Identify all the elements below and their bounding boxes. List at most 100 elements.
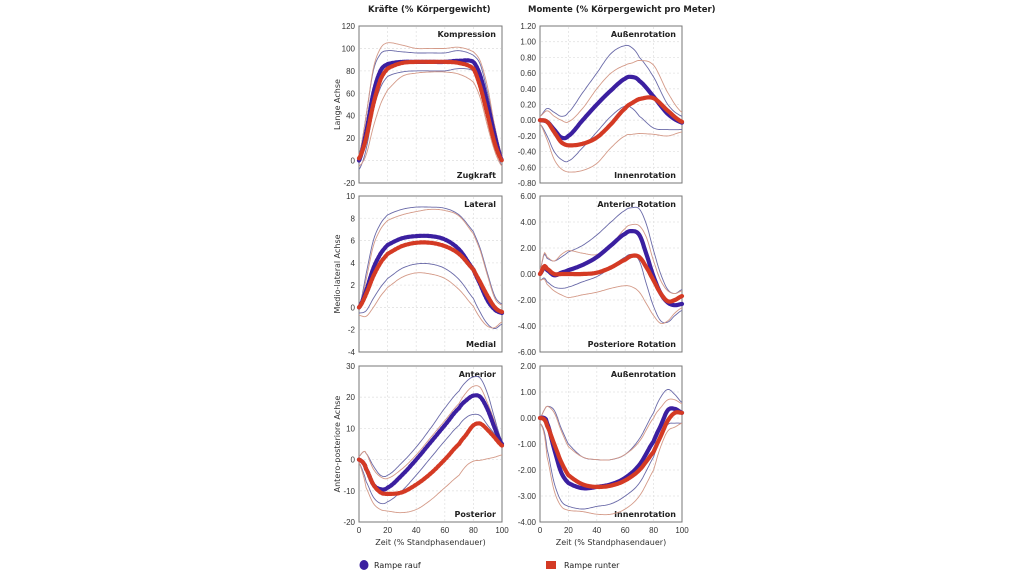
- series-upper-rampe-runter: [358, 385, 503, 480]
- y-tick-label: -10: [343, 487, 355, 496]
- y-tick-label: 4: [351, 259, 356, 268]
- series-upper-rampe-runter: [358, 208, 503, 308]
- y-tick-label: 60: [346, 89, 355, 98]
- top-annotation: Anterior: [459, 370, 496, 379]
- bottom-annotation: Zugkraft: [457, 171, 496, 180]
- x-tick-label: 60: [440, 526, 449, 535]
- x-tick-label: 80: [649, 526, 658, 535]
- bottom-annotation: Innenrotation: [614, 171, 676, 180]
- series-mean-rampe-runter: [356, 240, 505, 314]
- x-tick-label: 40: [412, 526, 421, 535]
- y-tick-label: -0.80: [518, 179, 537, 188]
- y-tick-label: 10: [346, 424, 355, 433]
- bottom-annotation: Posteriore Rotation: [588, 340, 677, 349]
- y-tick-label: 4.00: [520, 218, 536, 227]
- y-tick-label: -4.00: [518, 322, 537, 331]
- series-mean-rampe-runter: [356, 59, 505, 163]
- y-tick-label: -1.00: [518, 440, 537, 449]
- series-mean-rampe-runter: [537, 95, 685, 148]
- y-tick-label: 1.00: [520, 38, 536, 47]
- y-tick-label: -20: [343, 179, 355, 188]
- series-lower-rampe-rauf: [539, 105, 682, 163]
- series-lower-rampe-runter: [539, 278, 683, 325]
- x-tick-label: 20: [383, 526, 392, 535]
- panel-moment-ml: -6.00 -4.00 -2.00 0.00 2.00 4.00 6.00 Anterior …: [518, 192, 685, 357]
- panel-force-long: -20 0 20 40 60 80 100 120 Lange Achse Kompression…: [333, 22, 505, 188]
- y-tick-label: -2.00: [518, 296, 537, 305]
- y-tick-label: 2.00: [520, 244, 536, 253]
- series-upper-rampe-rauf: [539, 206, 683, 294]
- col-title-right: Momente (% Körpergewicht pro Meter): [528, 5, 716, 15]
- series-mean-rampe-runter: [356, 421, 505, 496]
- top-annotation: Außenrotation: [611, 370, 676, 379]
- y-tick-label: 8: [351, 214, 356, 223]
- y-tick-label: 0.20: [520, 101, 536, 110]
- bottom-annotation: Medial: [466, 340, 496, 349]
- y-tick-label: 30: [346, 362, 355, 371]
- series-lower-rampe-runter: [539, 123, 683, 173]
- y-tick-label: 80: [346, 67, 355, 76]
- y-tick-label: 120: [342, 22, 356, 31]
- y-tick-label: -2.00: [518, 466, 537, 475]
- top-annotation: Lateral: [464, 200, 496, 209]
- legend-label-rampe-runter: Rampe runter: [564, 561, 620, 570]
- col-title-left: Kräfte (% Körpergewicht): [368, 5, 491, 15]
- y-tick-label: 10: [346, 192, 355, 201]
- x-tick-label: 80: [469, 526, 478, 535]
- y-axis-label: Lange Achse: [333, 79, 342, 130]
- series-upper-rampe-rauf: [539, 44, 683, 117]
- y-tick-label: 0.80: [520, 53, 536, 62]
- top-annotation: Anterior Rotation: [597, 200, 676, 209]
- series-upper-rampe-runter: [539, 60, 683, 123]
- y-tick-label: -0.20: [518, 132, 537, 141]
- panel-moment-ap: -4.00 -3.00 -2.00 -1.00 0.00 1.00 2.00 0 20 40 60 8…: [518, 362, 689, 547]
- y-tick-label: 0.60: [520, 69, 536, 78]
- y-tick-label: 0: [351, 303, 356, 312]
- panel-force-ml: -4 -2 0 2 4 6 8 10 Medio-lateral Achse Lateral Med…: [333, 192, 505, 357]
- y-tick-label: 40: [346, 112, 355, 121]
- y-tick-label: 1.00: [520, 388, 536, 397]
- legend-label-rampe-rauf: Rampe rauf: [374, 561, 421, 570]
- bottom-annotation: Innenrotation: [614, 510, 676, 519]
- y-tick-label: 6: [351, 237, 356, 246]
- top-annotation: Außenrotation: [611, 30, 676, 39]
- series-lower-rampe-rauf: [358, 262, 503, 330]
- legend: Rampe rauf Rampe runter: [359, 560, 620, 570]
- x-tick-label: 100: [495, 526, 509, 535]
- series-lower-rampe-runter: [358, 454, 503, 514]
- x-tick-label: 0: [538, 526, 543, 535]
- series-upper-rampe-runter: [539, 398, 683, 461]
- y-tick-label: 6.00: [520, 192, 536, 201]
- x-axis-label: Zeit (% Standphasendauer): [375, 538, 485, 547]
- panel-moment-long: -0.80 -0.60 -0.40 -0.20 0.00 0.20 0.40 0.60 0.80…: [518, 22, 685, 188]
- y-axis-label: Medio-lateral Achse: [333, 234, 342, 313]
- y-tick-label: -4.00: [518, 518, 537, 527]
- y-tick-label: 2.00: [520, 362, 536, 371]
- y-tick-label: 0.00: [520, 270, 536, 279]
- series-upper-rampe-rauf: [358, 50, 503, 156]
- bottom-annotation: Posterior: [455, 510, 497, 519]
- y-tick-label: 0: [351, 157, 356, 166]
- y-tick-label: 2: [351, 281, 356, 290]
- y-tick-label: -0.60: [518, 163, 537, 172]
- series-lower-rampe-rauf: [358, 413, 503, 505]
- legend-marker-rampe-runter: [546, 561, 556, 569]
- series-upper-rampe-rauf: [358, 375, 503, 478]
- y-tick-label: -20: [343, 518, 355, 527]
- panel-force-ap: -20 -10 0 10 20 30 0 20 40 60 80 100 Zeit (% Standph…: [333, 362, 509, 547]
- x-tick-label: 0: [357, 526, 362, 535]
- y-tick-label: 20: [346, 134, 355, 143]
- series-upper-rampe-runter: [358, 42, 503, 156]
- y-tick-label: 100: [342, 44, 356, 53]
- y-tick-label: -0.40: [518, 148, 537, 157]
- series-lower-rampe-runter: [358, 71, 503, 167]
- series-upper-rampe-rauf: [358, 206, 503, 308]
- y-tick-label: 0.40: [520, 85, 536, 94]
- x-tick-label: 60: [621, 526, 630, 535]
- y-tick-label: -6.00: [518, 348, 537, 357]
- x-tick-label: 20: [564, 526, 573, 535]
- top-annotation: Kompression: [438, 30, 497, 39]
- series-mean-rampe-rauf: [356, 393, 505, 492]
